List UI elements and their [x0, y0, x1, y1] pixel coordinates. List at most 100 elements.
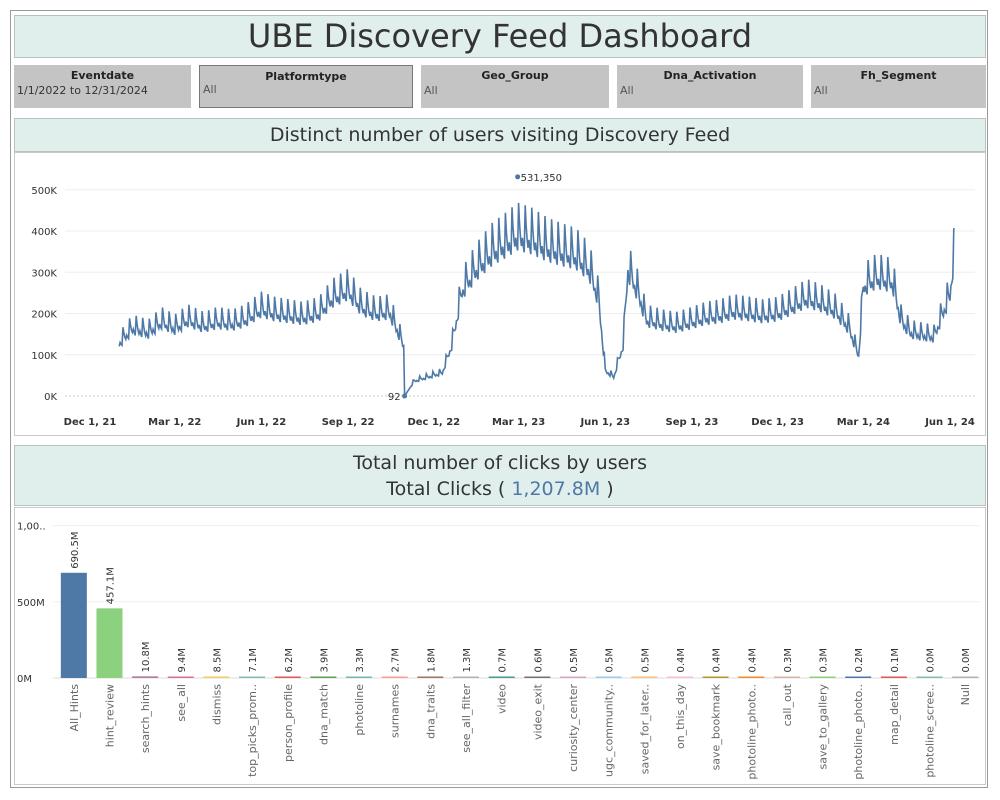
bar-value-label: 0.4M — [712, 648, 723, 673]
bar-value-label: 6.2M — [284, 648, 295, 673]
bar-value-label: 0.6M — [533, 648, 544, 673]
x-tick-label: Mar 1, 24 — [837, 417, 890, 428]
bar — [666, 676, 693, 678]
bar-value-label: 0.7M — [498, 648, 509, 673]
annotation-label: 92 — [388, 392, 401, 403]
x-tick-label: Dec 1, 22 — [407, 417, 460, 428]
filter-platformtype[interactable]: Platformtype All — [199, 65, 413, 108]
y-tick-label: 500K — [31, 186, 57, 197]
bar — [239, 676, 266, 678]
bar-value-label: 3.9M — [319, 648, 330, 673]
category-label: photoline_photo.. — [745, 684, 758, 780]
y-tick-label: 100K — [31, 351, 57, 362]
bar-value-label: 1.8M — [426, 648, 437, 673]
x-tick-label: Sep 1, 22 — [322, 417, 375, 428]
category-label: video_exit — [531, 683, 544, 740]
bar — [96, 608, 123, 678]
total-clicks-value: 1,207.8M — [511, 478, 601, 500]
bar — [524, 676, 551, 678]
bar-value-label: 3.3M — [355, 648, 366, 673]
category-label: dna_match — [317, 684, 330, 745]
x-tick-label: Jun 1, 23 — [579, 417, 630, 428]
category-label: video — [496, 684, 509, 714]
x-tick-label: Dec 1, 21 — [64, 417, 117, 428]
bar — [60, 572, 87, 678]
bar-value-label: 0.3M — [783, 648, 794, 673]
category-label: hint_review — [103, 684, 116, 747]
bar-value-label: 10.8M — [141, 641, 152, 672]
filter-label: Eventdate — [70, 69, 135, 82]
line-chart-panel: 0K 100K 200K 300K 400K 500K Dec 1, 21 Mar 1, 22… — [14, 152, 986, 436]
bar-value-label: 0.3M — [819, 648, 830, 673]
y-tick-label: 500M — [17, 598, 45, 609]
y-tick-label: 0K — [44, 392, 57, 403]
bar-value-label: 1.3M — [462, 648, 473, 673]
bar — [167, 676, 194, 678]
bar-value-label: 0.4M — [747, 648, 758, 673]
x-tick-label: Dec 1, 23 — [751, 417, 804, 428]
filter-value: All — [424, 84, 438, 97]
bar-value-label: 7.1M — [248, 648, 259, 673]
bar — [203, 676, 230, 678]
line-chart-title: Distinct number of users visiting Discov… — [14, 118, 986, 152]
filter-label: Dna_Activation — [663, 69, 757, 82]
users-series-line — [118, 202, 955, 399]
bar — [381, 676, 408, 678]
bar — [346, 676, 373, 678]
bar-value-label: 0.4M — [676, 648, 687, 673]
bar-value-label: 9.4M — [177, 648, 188, 673]
category-label: search_hints — [139, 684, 152, 753]
bar-value-label: 0.0M — [961, 648, 972, 673]
category-label: photoline — [353, 684, 366, 736]
category-label: top_picks_prom.. — [246, 684, 259, 777]
bar — [631, 676, 658, 678]
category-label: person_profile — [282, 684, 295, 762]
filter-eventdate[interactable]: Eventdate 1/1/2022 to 12/31/2024 — [14, 65, 191, 108]
category-label: photoline_scree.. — [924, 684, 937, 778]
category-label: dismiss — [210, 684, 223, 725]
x-tick-label: Mar 1, 22 — [148, 417, 201, 428]
category-label: on_this_day — [674, 684, 687, 749]
category-label: save_to_gallery — [817, 684, 830, 770]
total-clicks-line: Total Clicks ( 1,207.8M ) — [15, 475, 985, 503]
filter-label: Geo_Group — [481, 69, 549, 82]
category-label: call_out — [781, 683, 794, 726]
bar-chart-title: Total number of clicks by users — [352, 452, 648, 474]
bar-value-label: 0.5M — [569, 648, 580, 673]
filter-geo-group[interactable]: Geo_Group All — [421, 65, 609, 108]
dashboard-title: UBE Discovery Feed Dashboard — [14, 15, 986, 58]
bar — [310, 676, 337, 678]
filter-value: 1/1/2022 to 12/31/2024 — [17, 84, 148, 97]
bar-value-label: 8.5M — [212, 648, 223, 673]
category-label: see_all — [175, 684, 188, 722]
bar — [488, 676, 515, 678]
y-tick-label: 1,00.. — [17, 522, 46, 533]
x-tick-label: Mar 1, 23 — [492, 417, 545, 428]
bar — [559, 676, 586, 678]
filter-dna-activation[interactable]: Dna_Activation All — [617, 65, 803, 108]
filter-label: Platformtype — [265, 70, 347, 83]
x-tick-label: Sep 1, 23 — [666, 417, 719, 428]
bar — [595, 676, 622, 678]
bar-value-label: 457.1M — [105, 567, 116, 604]
y-tick-label: 400K — [31, 227, 57, 238]
annotation-point — [402, 393, 408, 399]
bar — [702, 676, 729, 678]
category-label: ugc_community.. — [603, 684, 616, 777]
filter-value: All — [620, 84, 634, 97]
x-tick-label: Jun 1, 22 — [236, 417, 287, 428]
bar — [132, 676, 159, 678]
category-label: curiosity_center — [567, 684, 580, 772]
bar — [880, 676, 907, 678]
category-label: see_all_filter — [460, 684, 473, 753]
bar — [453, 676, 480, 678]
bar — [916, 676, 943, 678]
filter-value: All — [203, 83, 217, 96]
y-tick-label: 300K — [31, 268, 57, 279]
bar — [274, 676, 301, 678]
filter-fh-segment[interactable]: Fh_Segment All — [811, 65, 986, 108]
category-label: photoline_photo.. — [852, 684, 865, 780]
filter-label: Fh_Segment — [860, 69, 937, 82]
dashboard-frame — [10, 10, 988, 788]
bar-chart-header: Total number of clicks by users Total Cl… — [14, 445, 986, 506]
